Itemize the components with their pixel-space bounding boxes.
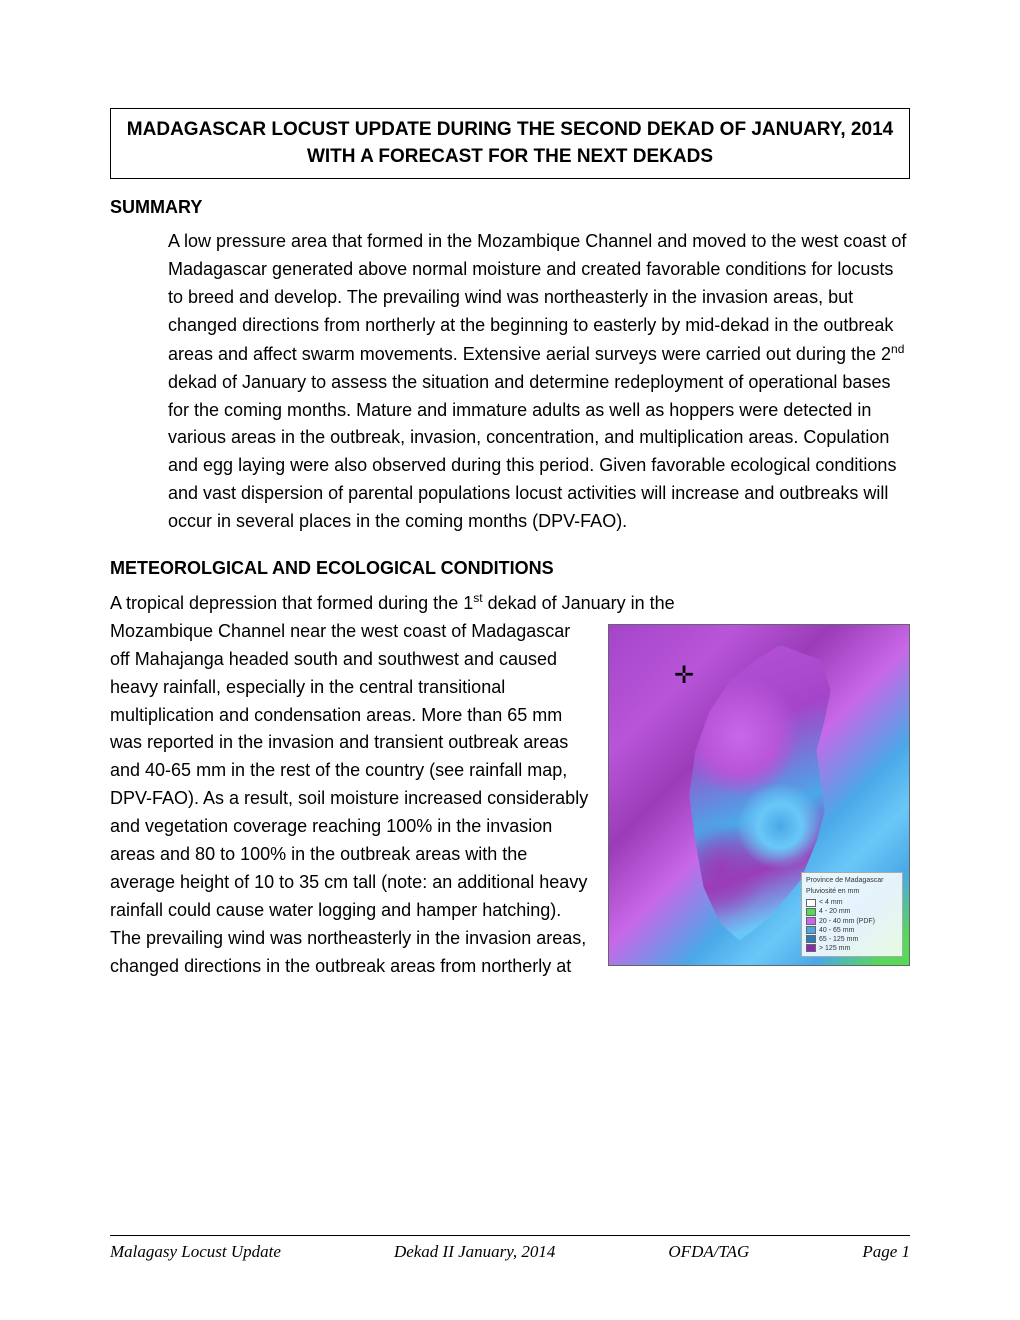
summary-text-part1: A low pressure area that formed in the M… [168,231,906,364]
footer-right1: OFDA/TAG [668,1242,749,1262]
legend-row: 65 - 125 mm [806,935,898,944]
compass-icon: ✛ [667,659,701,693]
footer-center: Dekad II January, 2014 [394,1242,555,1262]
legend-label: 4 - 20 mm [819,907,851,916]
legend-swatch [806,917,816,925]
meteo-lead-after: dekad of January in the [483,593,675,613]
summary-superscript-nd: nd [891,342,904,356]
summary-text-part2: dekad of January to assess the situation… [168,372,896,531]
legend-row: 20 - 40 mm (PDF) [806,917,898,926]
legend-swatch [806,908,816,916]
legend-label: 40 - 65 mm [819,926,854,935]
legend-row: > 125 mm [806,944,898,953]
summary-heading: SUMMARY [110,197,910,218]
legend-row: 4 - 20 mm [806,907,898,916]
legend-label: 20 - 40 mm (PDF) [819,917,875,926]
legend-swatch [806,944,816,952]
legend-label: > 125 mm [819,944,850,953]
meteo-heading: METEOROLGICAL AND ECOLOGICAL CONDITIONS [110,558,910,579]
legend-subtitle: Pluviosité en mm [806,887,898,896]
footer-right2: Page 1 [862,1242,910,1262]
summary-paragraph: A low pressure area that formed in the M… [168,228,910,536]
page-footer: Malagasy Locust Update Dekad II January,… [110,1235,910,1262]
meteo-lead-line: A tropical depression that formed during… [110,589,910,618]
legend-row: < 4 mm [806,898,898,907]
footer-left: Malagasy Locust Update [110,1242,281,1262]
legend-label: < 4 mm [819,898,843,907]
legend-swatch [806,935,816,943]
map-legend: Province de Madagascar Pluviosité en mm … [801,872,903,957]
legend-swatch [806,926,816,934]
meteo-superscript-st: st [473,591,482,605]
meteo-lead-before: A tropical depression that formed during… [110,593,473,613]
document-title: MADAGASCAR LOCUST UPDATE DURING THE SECO… [110,108,910,179]
meteo-body: ✛ Province de Madagascar Pluviosité en m… [110,618,910,981]
meteo-wrapped-text: Mozambique Channel near the west coast o… [110,621,588,976]
legend-label: 65 - 125 mm [819,935,858,944]
legend-row: 40 - 65 mm [806,926,898,935]
rainfall-map: ✛ Province de Madagascar Pluviosité en m… [608,624,910,966]
legend-swatch [806,899,816,907]
legend-title: Province de Madagascar [806,876,898,885]
